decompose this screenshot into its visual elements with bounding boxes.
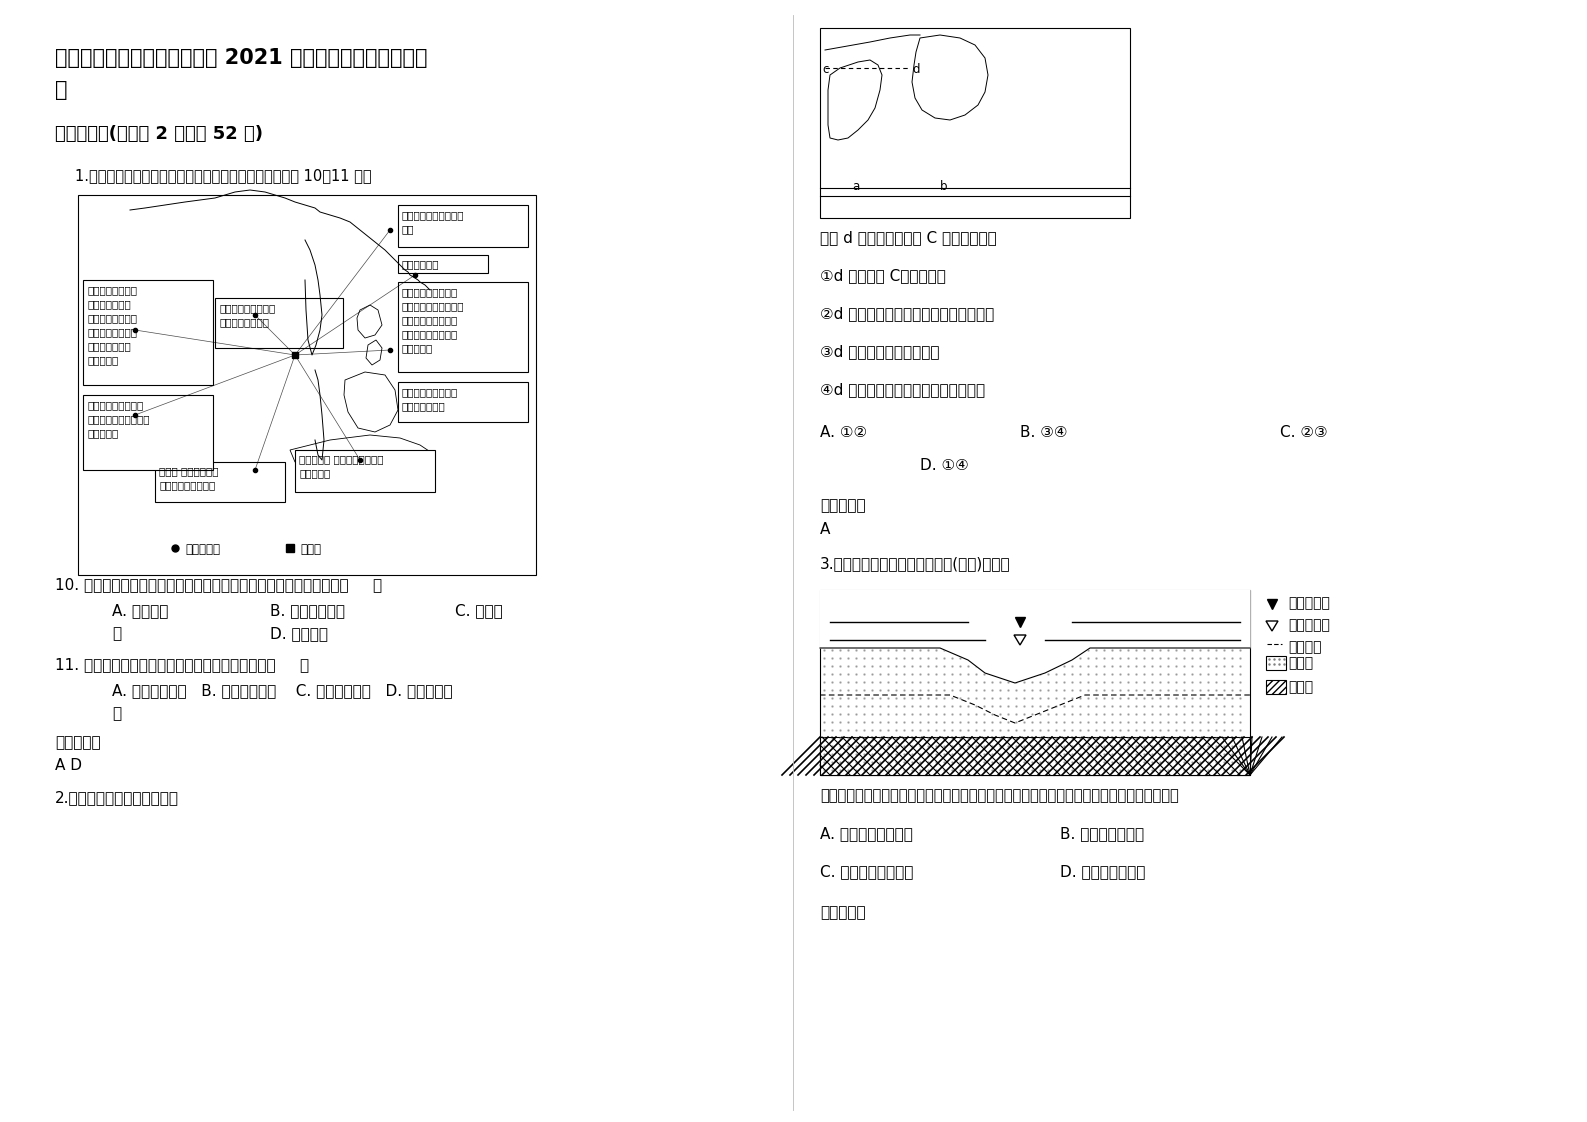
Text: 10. 大量企业在泰国投资建立硬盘驱动器组装基地，主要是因为泰国（     ）: 10. 大量企业在泰国投资建立硬盘驱动器组装基地，主要是因为泰国（ ） (56, 577, 382, 592)
Text: A. ①②: A. ①② (820, 425, 867, 440)
Text: 泰国：主轴马达、: 泰国：主轴马达、 (87, 285, 136, 295)
Text: d: d (913, 63, 919, 76)
Text: 参考答案：: 参考答案： (56, 735, 100, 749)
Bar (156, 462, 286, 502)
Text: 电路板、磁头悬: 电路板、磁头悬 (87, 341, 130, 351)
Text: 新加坡 顶盖、螺钉、: 新加坡 顶盖、螺钉、 (159, 466, 219, 476)
Text: 达: 达 (113, 626, 121, 641)
Bar (820, 590, 1251, 775)
Text: 最高河水位: 最高河水位 (1289, 596, 1330, 610)
Text: 1.下图是以泰国为组装基地的硬盘驱动器生产网络，完成 10～11 题。: 1.下图是以泰国为组装基地的硬盘驱动器生产网络，完成 10～11 题。 (75, 168, 371, 183)
Text: 顶盖、盘片: 顶盖、盘片 (87, 427, 119, 438)
Bar (820, 737, 1251, 775)
Text: 墨西哥：磁头: 墨西哥：磁头 (402, 259, 438, 269)
Text: 图中 d 水域的盐度高于 C 水域的原因为: 图中 d 水域的盐度高于 C 水域的原因为 (820, 230, 997, 245)
Text: 含水层: 含水层 (1289, 656, 1312, 670)
Text: 马来西亚：底托、轴: 马来西亚：底托、轴 (87, 401, 143, 410)
Text: ③d 处在背风坡，蒸发量大: ③d 处在背风坡，蒸发量大 (820, 344, 940, 359)
Text: 地下水位: 地下水位 (1289, 640, 1322, 654)
Text: 印度尼西亚 磁头悬架、音圈马: 印度尼西亚 磁头悬架、音圈马 (298, 454, 384, 465)
Text: 隔水层: 隔水层 (1289, 680, 1312, 695)
Text: 轴承、连接器、盘片: 轴承、连接器、盘片 (159, 480, 216, 490)
Text: 承、垫片、音圈马达、: 承、垫片、音圈马达、 (87, 414, 149, 424)
Text: 参考答案：: 参考答案： (820, 498, 865, 513)
Text: 底托、磁头、悬架: 底托、磁头、悬架 (219, 318, 270, 327)
Text: 一、选择题(每小题 2 分，共 52 分): 一、选择题(每小题 2 分，共 52 分) (56, 125, 263, 142)
Bar (83, 395, 213, 470)
Bar (1266, 656, 1285, 670)
Text: 上夹钳、锁存器、标: 上夹钳、锁存器、标 (402, 315, 459, 325)
Text: ②d 水域封闭度高，与外界海水的交流少: ②d 水域封闭度高，与外界海水的交流少 (820, 306, 993, 321)
Text: B. ③④: B. ③④ (1020, 425, 1068, 440)
Text: 路板、悬架: 路板、悬架 (402, 343, 433, 353)
Text: 悬架: 悬架 (402, 224, 414, 234)
Bar (398, 381, 528, 422)
Text: A D: A D (56, 758, 83, 773)
Text: c: c (822, 63, 828, 76)
Text: C. ②③: C. ②③ (1281, 425, 1328, 440)
Text: 达、电路板: 达、电路板 (298, 468, 330, 478)
Bar (820, 737, 1251, 775)
Bar (398, 255, 487, 273)
Text: 底托、托架、排: 底托、托架、排 (87, 298, 130, 309)
Bar (83, 280, 213, 385)
Polygon shape (820, 590, 1251, 683)
Text: 2.读世界某地区轮廓图，完成: 2.读世界某地区轮廓图，完成 (56, 790, 179, 804)
Text: ④d 的周围是沙漠，飘来溶解的盐份多: ④d 的周围是沙漠，飘来溶解的盐份多 (820, 381, 986, 397)
Text: 美国：电路板、磁头、: 美国：电路板、磁头、 (402, 210, 465, 220)
Bar (820, 737, 1251, 775)
Bar (1266, 680, 1285, 695)
Text: 中国：电路板、托架: 中国：电路板、托架 (219, 303, 275, 313)
Text: A: A (820, 522, 830, 537)
Bar (398, 205, 528, 247)
Text: D. 市场广阔: D. 市场广阔 (270, 626, 329, 641)
Text: C. 科技发: C. 科技发 (455, 603, 503, 618)
Bar (78, 195, 536, 574)
Text: A. 处于最高水位时期: A. 处于最高水位时期 (820, 826, 913, 842)
Text: A. 地价低廉: A. 地价低廉 (113, 603, 168, 618)
Text: A. 企业协作减少   B. 人口迁移频繁    C. 环境污染严重   D. 交通运输发: A. 企业协作减少 B. 人口迁移频繁 C. 环境污染严重 D. 交通运输发 (113, 683, 452, 698)
Text: 展: 展 (113, 706, 121, 721)
Text: 析: 析 (56, 80, 68, 100)
Text: 参考答案：: 参考答案： (820, 905, 865, 920)
Text: 组装厂: 组装厂 (300, 543, 321, 557)
Text: D. ①④: D. ①④ (920, 458, 968, 473)
Text: C. 处于最低水位时期: C. 处于最低水位时期 (820, 864, 914, 879)
Text: 菲律宾：减震板、音: 菲律宾：减震板、音 (402, 387, 459, 397)
Text: D. 可能会出现断流: D. 可能会出现断流 (1060, 864, 1146, 879)
Text: 当该河流入海口出现咸潮（注：指河口海潮上溯，咸淡水混合造成河道水体变成。）时，该河: 当该河流入海口出现咸潮（注：指河口海潮上溯，咸淡水混合造成河道水体变成。）时，该… (820, 788, 1179, 803)
Bar (398, 282, 528, 373)
Text: 螺钉、封装、跳线版、: 螺钉、封装、跳线版、 (402, 301, 465, 311)
Text: B. 为赤潮多发季节: B. 为赤潮多发季节 (1060, 826, 1144, 842)
Text: a: a (852, 180, 859, 193)
Text: b: b (940, 180, 947, 193)
Text: ①d 水温高于 C，蒸发量大: ①d 水温高于 C，蒸发量大 (820, 268, 946, 283)
Text: 最低河水位: 最低河水位 (1289, 618, 1330, 632)
Bar (295, 450, 435, 493)
Text: 3.读我国华南某河流下游剖面图(下图)，回答: 3.读我国华南某河流下游剖面图(下图)，回答 (820, 557, 1011, 571)
Text: 圈马达、电路板: 圈马达、电路板 (402, 401, 446, 411)
Bar (214, 298, 343, 348)
Text: 四川省资阳市雁江区第一中学 2021 年高三地理模拟试卷含解: 四川省资阳市雁江区第一中学 2021 年高三地理模拟试卷含解 (56, 48, 427, 68)
Text: 线、轴承、封装、: 线、轴承、封装、 (87, 313, 136, 323)
Text: 零部件来源: 零部件来源 (186, 543, 221, 557)
Text: 11. 促进硬盘驱动器零部件生产分散的主要原因是（     ）: 11. 促进硬盘驱动器零部件生产分散的主要原因是（ ） (56, 657, 309, 672)
Text: 签、滤波电容器、电: 签、滤波电容器、电 (402, 329, 459, 339)
Text: 音圈马达、顶盖、: 音圈马达、顶盖、 (87, 327, 136, 337)
Text: B. 劳动力素质高: B. 劳动力素质高 (270, 603, 344, 618)
Text: 日本：顶盖、磁头、: 日本：顶盖、磁头、 (402, 287, 459, 297)
Bar (820, 28, 1130, 218)
Text: 架、磁头臂: 架、磁头臂 (87, 355, 119, 365)
